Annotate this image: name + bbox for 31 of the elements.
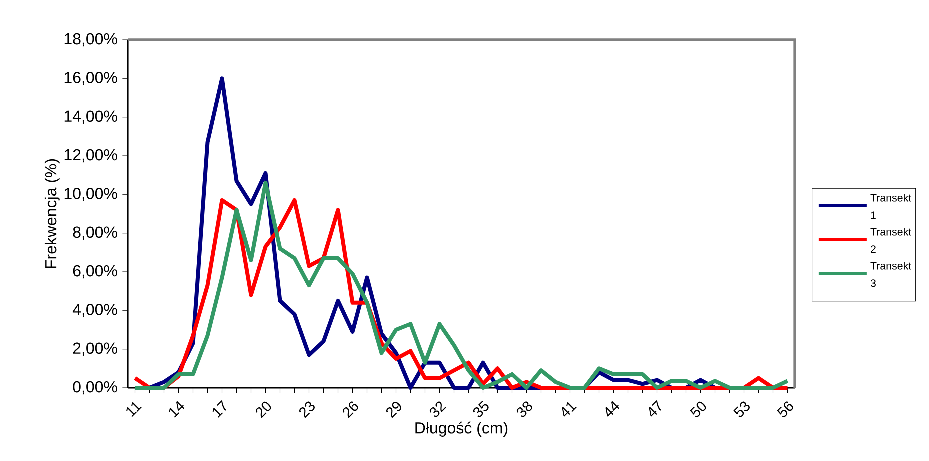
y-tick-label: 14,00% [64,110,118,124]
y-tick-label: 0,00% [73,381,118,395]
x-tick-label: 41 [562,402,577,417]
x-tick-label: 44 [606,401,620,417]
x-tick-label: 14 [169,401,185,418]
y-tick-label: 10,00% [64,188,118,202]
y-tick-label: 16,00% [64,72,118,86]
x-tick-label: 17 [212,400,226,418]
x-tick-label: 23 [300,402,315,418]
x-tick-label: 32 [430,402,446,418]
x-tick-label: 35 [473,400,489,418]
x-tick-label: 38 [516,402,532,418]
y-tick-label: 8,00% [73,226,118,240]
x-tick-label: 56 [777,402,794,418]
x-tick-label: 20 [256,402,272,418]
x-tick-label: 29 [386,402,402,418]
y-tick-label: 4,00% [72,304,118,318]
legend-label: Transekt 1 [870,194,912,220]
x-tick-label: 53 [734,402,750,418]
y-tick-label: 12,00% [64,149,118,163]
x-tick-label: 47 [649,400,662,417]
x-tick-label: 26 [343,402,358,418]
legend-label: Transekt 3 [870,262,912,288]
x-tick-label: 50 [690,402,706,418]
x-axis-title: Długość (cm) [416,422,508,437]
legend-label: Transekt 2 [870,228,912,254]
y-tick-label: 18,00% [64,33,118,47]
y-tick-label: 6,00% [73,265,118,279]
x-tick-label: 11 [126,402,142,418]
y-tick-label: 2,00% [73,342,118,356]
y-axis-title: Frekwencja (%) [44,159,60,268]
